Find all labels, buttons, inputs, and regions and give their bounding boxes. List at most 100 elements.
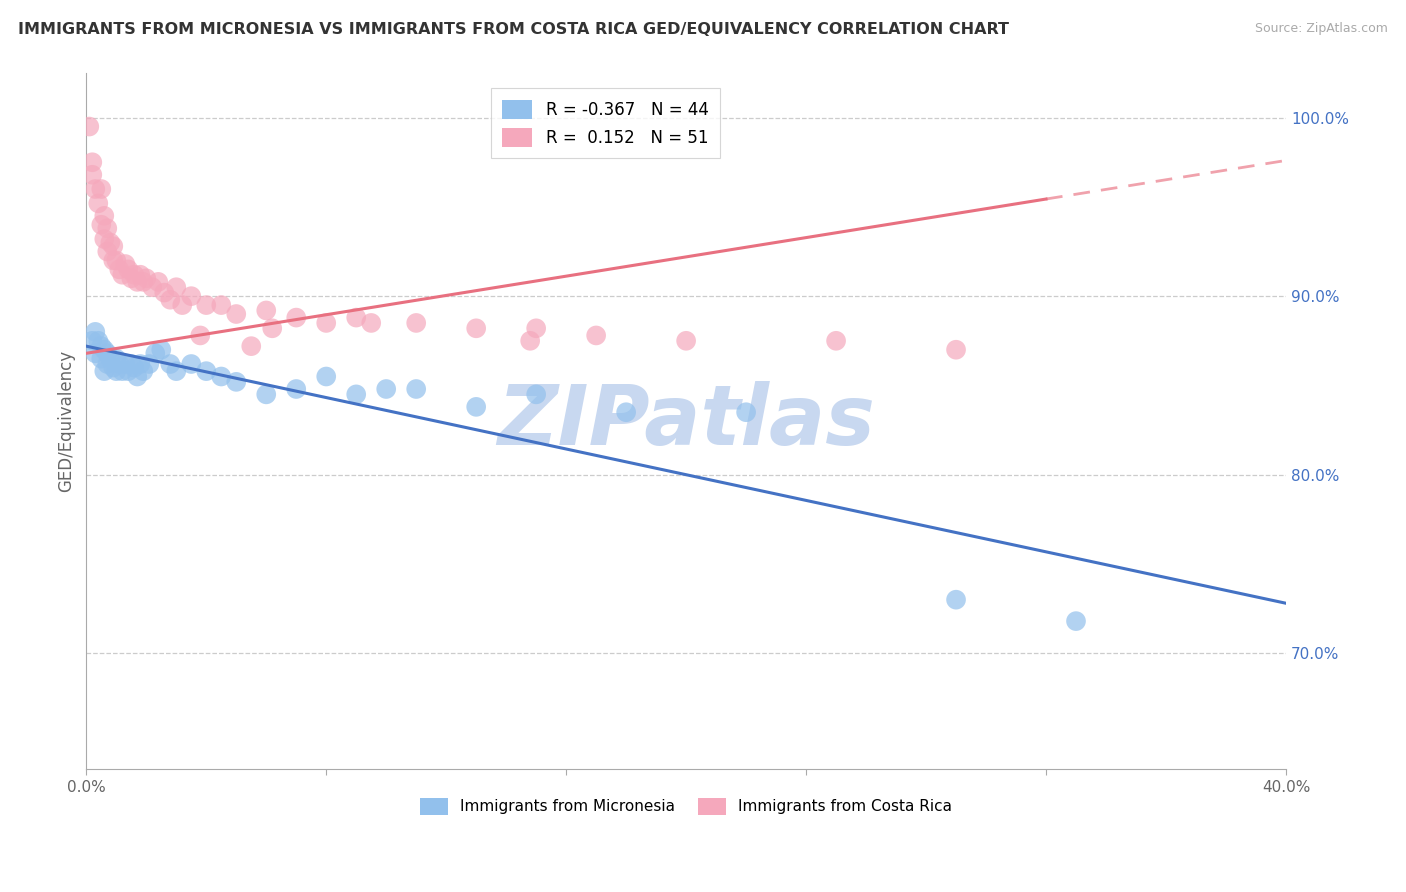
- Point: [117, 262, 139, 277]
- Text: Source: ZipAtlas.com: Source: ZipAtlas.com: [1254, 22, 1388, 36]
- Point: [111, 364, 134, 378]
- Point: [172, 298, 194, 312]
- Point: [675, 334, 697, 348]
- Point: [93, 209, 115, 223]
- Point: [124, 268, 146, 282]
- Point: [945, 592, 967, 607]
- Point: [90, 218, 112, 232]
- Legend: Immigrants from Micronesia, Immigrants from Costa Rica: Immigrants from Micronesia, Immigrants f…: [412, 789, 960, 824]
- Point: [150, 343, 173, 357]
- Point: [524, 387, 547, 401]
- Point: [735, 405, 758, 419]
- Point: [87, 334, 110, 348]
- Point: [93, 232, 115, 246]
- Point: [180, 357, 202, 371]
- Point: [188, 328, 211, 343]
- Point: [132, 275, 155, 289]
- Point: [180, 289, 202, 303]
- Point: [105, 253, 128, 268]
- Point: [84, 182, 107, 196]
- Point: [129, 268, 152, 282]
- Point: [124, 360, 146, 375]
- Point: [285, 382, 308, 396]
- Point: [138, 357, 160, 371]
- Point: [148, 275, 170, 289]
- Point: [114, 357, 136, 371]
- Point: [159, 293, 181, 307]
- Point: [141, 280, 163, 294]
- Point: [254, 387, 277, 401]
- Point: [108, 357, 131, 371]
- Point: [111, 268, 134, 282]
- Point: [945, 343, 967, 357]
- Point: [360, 316, 382, 330]
- Point: [84, 346, 107, 360]
- Point: [405, 316, 427, 330]
- Point: [87, 196, 110, 211]
- Point: [285, 310, 308, 325]
- Point: [585, 328, 607, 343]
- Point: [165, 364, 187, 378]
- Text: ZIPatlas: ZIPatlas: [498, 381, 875, 462]
- Point: [209, 298, 232, 312]
- Point: [82, 168, 104, 182]
- Point: [135, 271, 157, 285]
- Point: [315, 316, 337, 330]
- Point: [114, 257, 136, 271]
- Point: [103, 360, 125, 375]
- Point: [105, 364, 128, 378]
- Point: [108, 262, 131, 277]
- Point: [96, 244, 118, 259]
- Point: [93, 343, 115, 357]
- Point: [344, 387, 367, 401]
- Point: [117, 364, 139, 378]
- Point: [82, 155, 104, 169]
- Point: [225, 307, 247, 321]
- Point: [93, 364, 115, 378]
- Point: [98, 235, 121, 250]
- Point: [153, 285, 176, 300]
- Point: [225, 375, 247, 389]
- Point: [84, 325, 107, 339]
- Point: [120, 357, 142, 371]
- Point: [96, 357, 118, 371]
- Point: [614, 405, 637, 419]
- Point: [254, 303, 277, 318]
- Point: [465, 400, 488, 414]
- Point: [465, 321, 488, 335]
- Point: [315, 369, 337, 384]
- Point: [120, 271, 142, 285]
- Point: [82, 334, 104, 348]
- Point: [825, 334, 848, 348]
- Point: [129, 357, 152, 371]
- Point: [96, 221, 118, 235]
- Point: [127, 275, 149, 289]
- Point: [90, 339, 112, 353]
- Point: [344, 310, 367, 325]
- Point: [103, 239, 125, 253]
- Point: [143, 346, 166, 360]
- Point: [165, 280, 187, 294]
- Point: [79, 120, 101, 134]
- Point: [209, 369, 232, 384]
- Point: [103, 253, 125, 268]
- Point: [96, 346, 118, 360]
- Point: [195, 364, 218, 378]
- Text: IMMIGRANTS FROM MICRONESIA VS IMMIGRANTS FROM COSTA RICA GED/EQUIVALENCY CORRELA: IMMIGRANTS FROM MICRONESIA VS IMMIGRANTS…: [18, 22, 1010, 37]
- Point: [519, 334, 541, 348]
- Point: [159, 357, 181, 371]
- Point: [405, 382, 427, 396]
- Point: [195, 298, 218, 312]
- Point: [132, 364, 155, 378]
- Y-axis label: GED/Equivalency: GED/Equivalency: [58, 350, 75, 492]
- Point: [105, 351, 128, 366]
- Point: [375, 382, 398, 396]
- Point: [240, 339, 263, 353]
- Point: [1064, 614, 1087, 628]
- Point: [127, 369, 149, 384]
- Point: [98, 351, 121, 366]
- Point: [90, 182, 112, 196]
- Point: [262, 321, 284, 335]
- Point: [90, 351, 112, 366]
- Point: [524, 321, 547, 335]
